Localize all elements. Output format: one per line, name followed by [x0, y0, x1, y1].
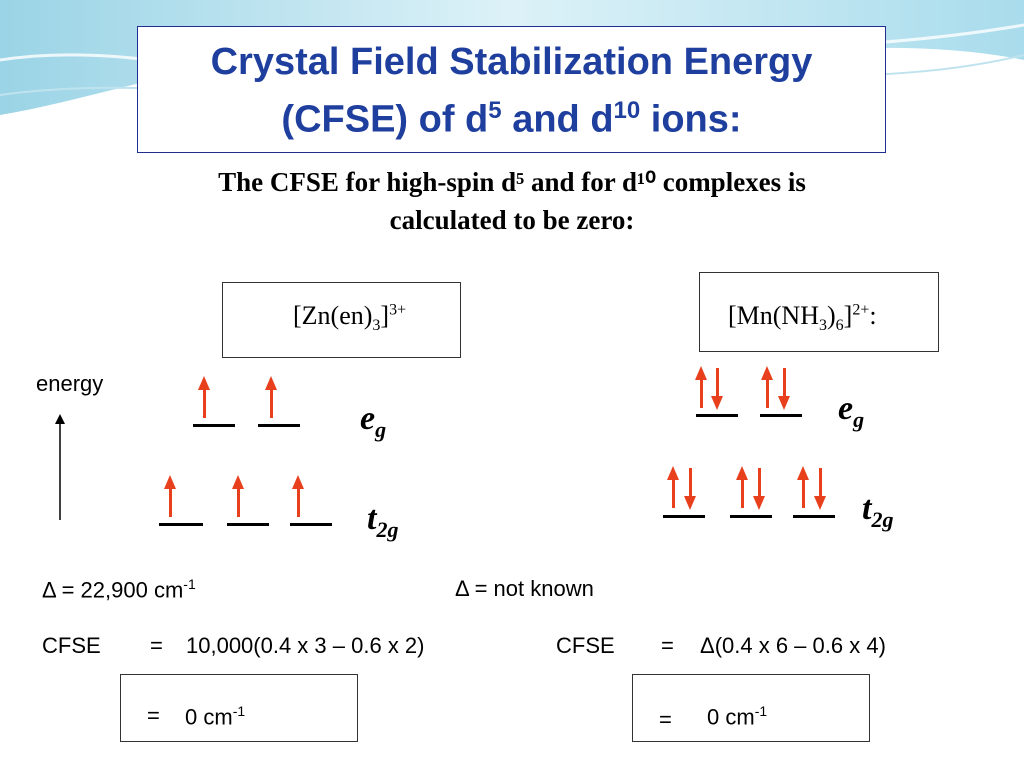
subtitle-line-2: calculated to be zero: [389, 205, 635, 235]
mn-t2g-level-2 [730, 515, 772, 518]
zn-eg-electron-up-2 [265, 376, 277, 418]
zn-result-equals: = [147, 703, 160, 728]
zn-t2g-level-3 [290, 523, 332, 526]
mn-cfse-equals: = [661, 633, 674, 658]
mn-t2g-level-1 [663, 515, 705, 518]
mn-eg-electron-down-2 [778, 368, 790, 410]
mn-result-box: = 0 cm-1 [632, 674, 870, 742]
zn-t2g-electron-up-1 [164, 475, 176, 517]
mn-t2g-label: t2g [862, 490, 894, 532]
zn-eg-level-2 [258, 424, 300, 427]
zn-eg-electron-up-1 [198, 376, 210, 418]
zn-cfse-label: CFSE [42, 633, 101, 658]
zn-eg-label: eg [360, 400, 387, 442]
mn-t2g-electron-down-3 [814, 468, 826, 510]
mn-eg-electron-up-1 [695, 366, 707, 408]
zn-t2g-label: t2g [367, 500, 399, 542]
mn-eg-level-2 [760, 414, 802, 417]
mn-eg-level-1 [696, 414, 738, 417]
mn-eg-electron-up-2 [761, 366, 773, 408]
mn-t2g-electron-up-1 [667, 466, 679, 508]
title-box: Crystal Field Stabilization Energy (CFSE… [137, 26, 886, 153]
zn-t2g-level-2 [227, 523, 269, 526]
subtitle-line-1: The CFSE for high-spin d⁵ and for d¹⁰ co… [218, 167, 806, 197]
mn-eg-electron-down-1 [711, 368, 723, 410]
mn-formula: [Mn(NH3)6]2+: [728, 301, 877, 335]
mn-t2g-electron-up-2 [736, 466, 748, 508]
zn-complex-box: [Zn(en)3]3+ [222, 282, 461, 358]
energy-axis-arrow [55, 414, 65, 520]
zn-t2g-electron-up-2 [232, 475, 244, 517]
zn-result-box: = 0 cm-1 [120, 674, 358, 742]
mn-t2g-electron-down-2 [753, 468, 765, 510]
mn-cfse-label: CFSE [556, 633, 615, 658]
mn-result-equals: = [659, 707, 672, 732]
zn-cfse-equals: = [150, 633, 163, 658]
mn-t2g-electron-down-1 [684, 468, 696, 510]
zn-eg-level-1 [193, 424, 235, 427]
mn-delta-value: Δ = not known [455, 576, 594, 601]
title-line-1: Crystal Field Stabilization Energy [210, 41, 813, 83]
mn-t2g-level-3 [793, 515, 835, 518]
title-line-2: (CFSE) of d5 and d10 ions: [281, 97, 742, 141]
zn-result-value: 0 cm-1 [185, 703, 246, 730]
zn-formula: [Zn(en)3]3+ [293, 301, 407, 335]
zn-t2g-level-1 [159, 523, 203, 526]
mn-complex-box: [Mn(NH3)6]2+: [699, 272, 939, 352]
zn-t2g-electron-up-3 [292, 475, 304, 517]
zn-delta-value: Δ = 22,900 cm-1 [42, 576, 196, 603]
zn-cfse-expression: 10,000(0.4 x 3 – 0.6 x 2) [186, 633, 425, 658]
mn-result-value: 0 cm-1 [707, 703, 768, 730]
energy-label: energy [36, 371, 104, 396]
mn-t2g-electron-up-3 [797, 466, 809, 508]
mn-cfse-expression: Δ(0.4 x 6 – 0.6 x 4) [700, 633, 886, 658]
mn-eg-label: eg [838, 390, 865, 432]
